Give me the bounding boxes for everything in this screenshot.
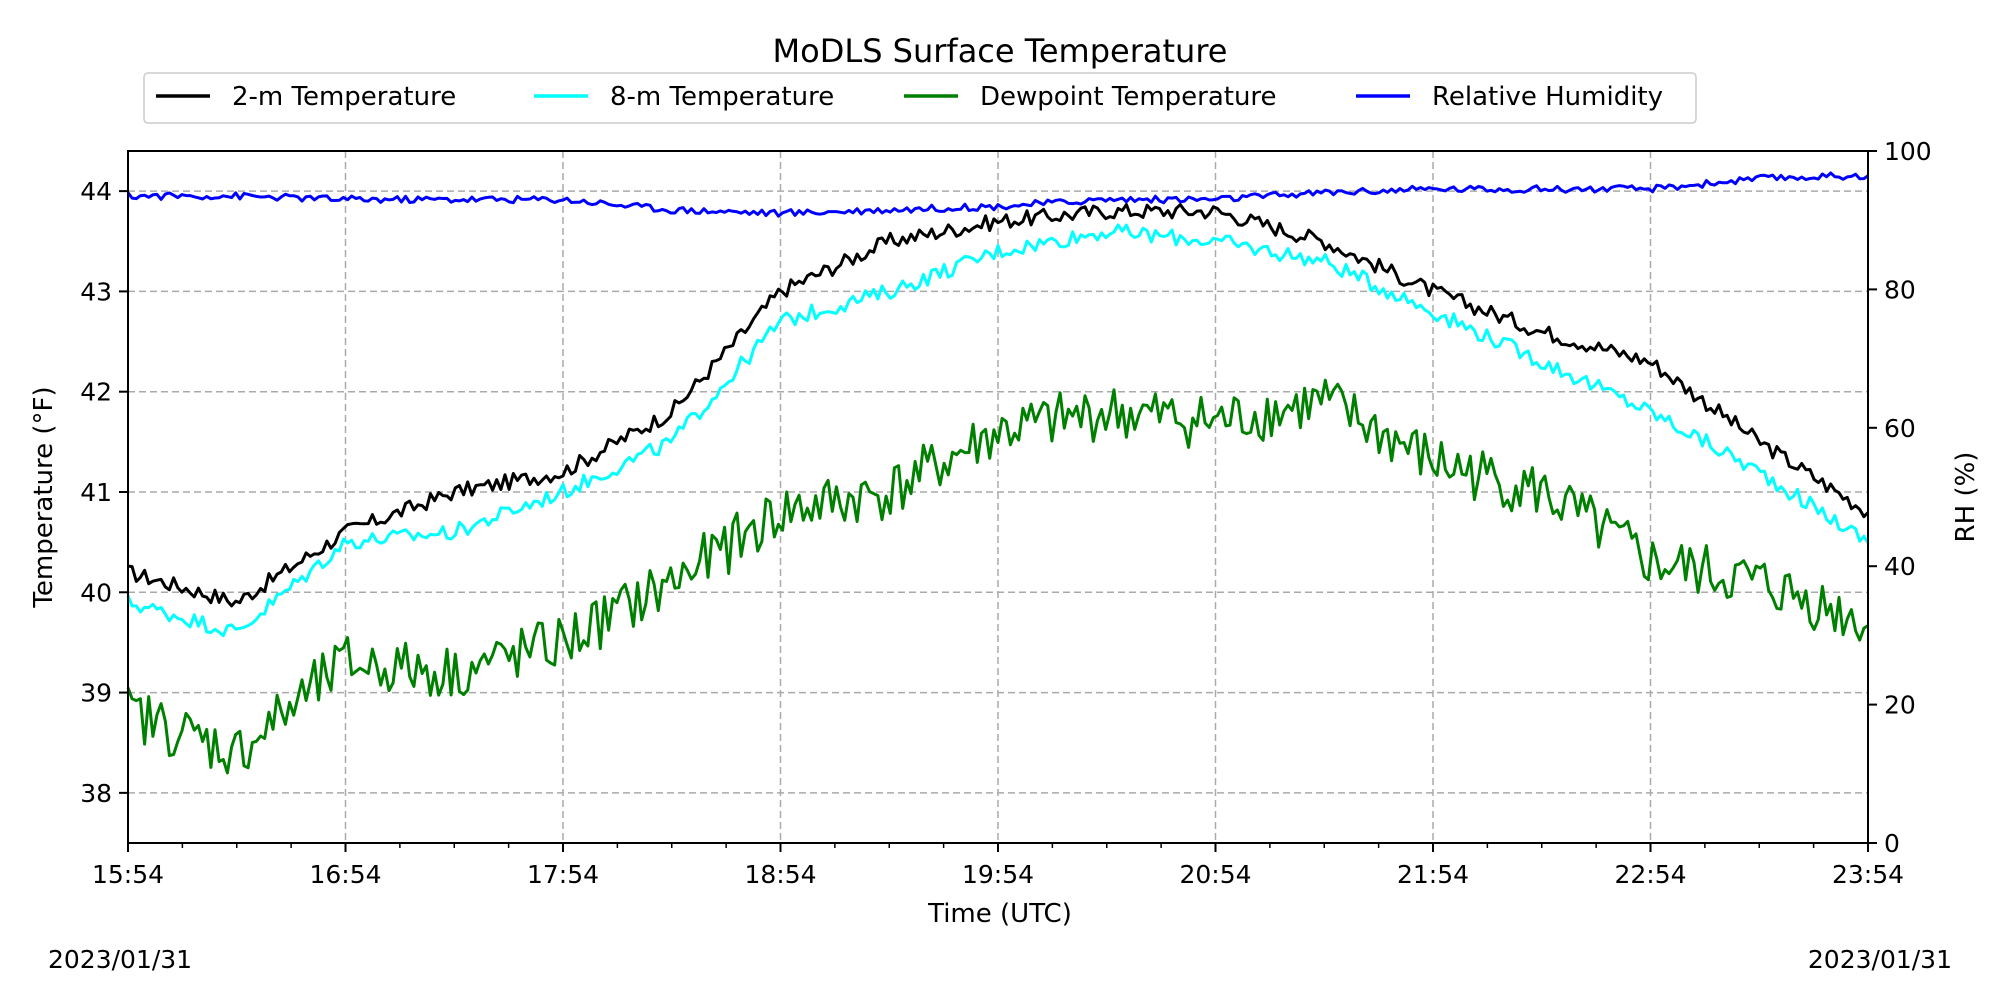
legend-label: 2-m Temperature [232, 82, 456, 112]
y-axis-title: Temperature (°F) [29, 386, 59, 608]
x-tick-label: 20:54 [1179, 860, 1251, 889]
legend-label: Relative Humidity [1432, 82, 1663, 112]
y-right-tick-label: 60 [1884, 414, 1916, 443]
x-tick-label: 18:54 [744, 860, 816, 889]
y-right-tick-label: 80 [1884, 275, 1916, 304]
plot-series [126, 171, 1870, 775]
y-tick-label: 39 [80, 679, 112, 708]
y-right-tick-label: 20 [1884, 691, 1916, 720]
legend-label: Dewpoint Temperature [980, 82, 1277, 112]
series-line-relative-humidity [126, 171, 1869, 218]
y-tick-label: 41 [80, 478, 112, 507]
legend-box [143, 72, 1697, 124]
y-tick-label: 38 [80, 779, 112, 808]
y-tick-label: 40 [80, 578, 112, 607]
legend-label: 8-m Temperature [610, 82, 834, 112]
chart-title: MoDLS Surface Temperature [773, 32, 1228, 70]
axes: 15:54 16:54 17:54 18:54 19:54 20:54 21:54 22:54… [80, 137, 1932, 889]
y-right-tick-label: 0 [1884, 829, 1900, 858]
series-line-dewpoint-temperature [126, 378, 1869, 775]
grid [127, 151, 1869, 843]
y-tick-label: 42 [80, 378, 112, 407]
series-line-2-m-temperature [127, 203, 1870, 608]
y-right-tick-label: 100 [1884, 137, 1932, 166]
y-tick-label: 44 [80, 177, 112, 206]
x-axis-title: Time (UTC) [927, 899, 1072, 929]
x-tick-label: 15:54 [92, 860, 164, 889]
y-tick-label: 43 [80, 277, 112, 306]
x-tick-label: 21:54 [1397, 860, 1469, 889]
x-tick-label: 16:54 [309, 860, 381, 889]
date-label-left: 2023/01/31 [48, 945, 192, 974]
x-tick-label: 22:54 [1614, 860, 1686, 889]
date-label-right: 2023/01/31 [1808, 945, 1952, 974]
series-line-8-m-temperature [126, 223, 1870, 638]
y-axis-right-title: RH (%) [1951, 452, 1981, 543]
x-tick-label: 23:54 [1832, 860, 1904, 889]
legend: 2-m Temperature 8-m Temperature Dewpoint T… [143, 72, 1697, 124]
y-right-tick-label: 40 [1884, 552, 1916, 581]
x-tick-label: 17:54 [527, 860, 599, 889]
x-tick-label: 19:54 [962, 860, 1034, 889]
